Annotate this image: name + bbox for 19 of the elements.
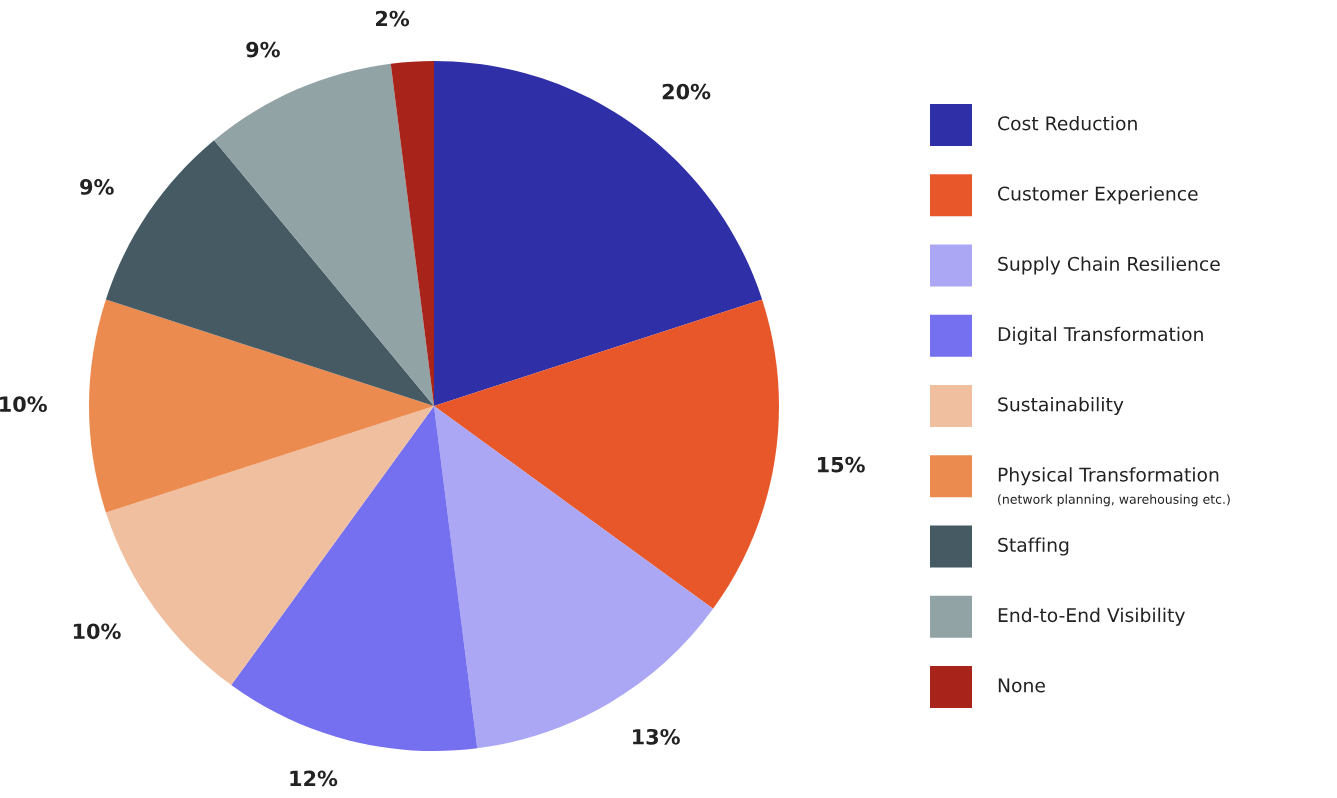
legend-label: Staffing bbox=[998, 537, 1069, 556]
legend-label: Customer Experience bbox=[998, 186, 1198, 205]
data-label: 13% bbox=[633, 728, 680, 745]
data-label: 20% bbox=[662, 83, 711, 100]
legend-label: Physical Transformation bbox=[998, 467, 1219, 486]
data-label: 10% bbox=[73, 623, 121, 640]
data-label: 9% bbox=[246, 41, 280, 58]
legend-label: Cost Reduction bbox=[998, 115, 1137, 131]
data-label: 9% bbox=[80, 179, 114, 195]
data-label: 10% bbox=[0, 396, 47, 413]
legend-label: Supply Chain Resilience bbox=[998, 256, 1220, 275]
legend-label: End-to-End Visibility bbox=[998, 607, 1185, 626]
data-label: 2% bbox=[376, 10, 410, 27]
legend-label: None bbox=[998, 678, 1045, 693]
legend-label: Sustainability bbox=[998, 396, 1124, 416]
data-label: 15% bbox=[817, 456, 865, 473]
data-label: 12% bbox=[290, 770, 338, 787]
legend-label: Digital Transformation bbox=[998, 326, 1203, 345]
text: (network planning, warehousing etc.) bbox=[998, 494, 1230, 507]
